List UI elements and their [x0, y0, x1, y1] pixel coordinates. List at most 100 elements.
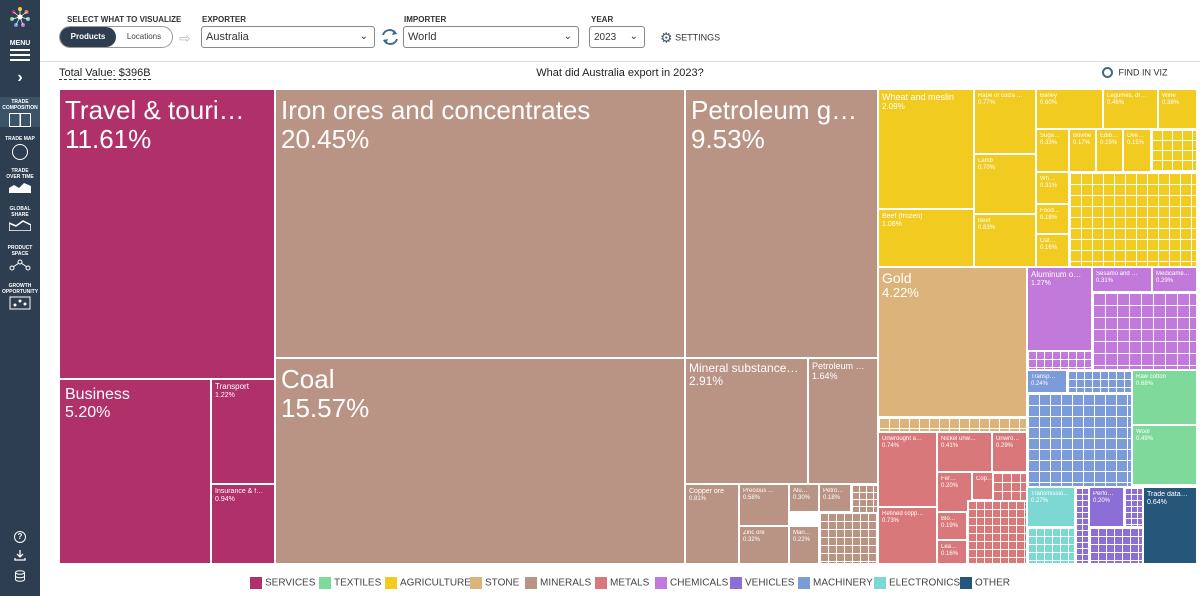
expand-button[interactable]: › [0, 68, 40, 88]
tile-name: Perfo… [1093, 491, 1114, 497]
treemap-tile[interactable]: Petro… 0.18% [819, 484, 851, 512]
treemap-tile[interactable]: Wine 0.38% [1158, 89, 1197, 129]
importer-select[interactable]: World ⌄ [403, 26, 579, 48]
settings-button[interactable]: ⚙ SETTINGS [660, 30, 720, 45]
legend-item[interactable]: SERVICES [250, 577, 315, 591]
treemap-tile[interactable]: Mineral substance… 2.91% [685, 358, 808, 484]
treemap-tile[interactable]: Fer… 0.20% [937, 472, 972, 512]
legend-item[interactable]: MACHINERY [798, 577, 873, 591]
treemap-tile-small[interactable] [1092, 292, 1197, 370]
treemap-tile[interactable]: Wh… 0.31% [1036, 172, 1069, 204]
treemap-tile[interactable]: Lamb 0.70% [974, 154, 1036, 214]
app-logo[interactable] [9, 6, 31, 28]
treemap-tile[interactable]: Zinc ore 0.32% [739, 526, 789, 564]
treemap-tile[interactable]: Medicame… 0.29% [1152, 267, 1197, 292]
treemap-tile[interactable]: Unwrought a… 0.74% [878, 432, 937, 507]
treemap-tile-small[interactable] [1124, 487, 1143, 527]
treemap-tile[interactable]: Iron ores and concentrates 20.45% [275, 89, 685, 358]
swap-button[interactable] [380, 27, 400, 47]
treemap-tile[interactable]: Transp… 0.24% [1027, 370, 1067, 393]
treemap-tile[interactable]: Copper ore 0.81% [685, 484, 739, 564]
treemap-tile[interactable]: Oat… 0.16% [1036, 234, 1069, 267]
find-in-viz-button[interactable]: FIND IN VIZ [1102, 65, 1168, 80]
tile-percent: 5.20% [65, 403, 111, 421]
legend-item[interactable]: TEXTILES [319, 577, 381, 591]
treemap-tile[interactable]: Nickel unw… 0.41% [937, 432, 992, 472]
exporter-select[interactable]: Australia ⌄ [201, 26, 375, 48]
treemap-tile[interactable]: Food… 0.18% [1036, 204, 1069, 234]
treemap-tile-small[interactable] [1067, 370, 1132, 393]
products-toggle[interactable]: Products [60, 27, 116, 47]
treemap-tile[interactable]: Edibl… 0.15% [1096, 129, 1123, 172]
treemap-tile-small[interactable] [1089, 527, 1143, 564]
treemap-tile[interactable]: Precious … 0.58% [739, 484, 789, 526]
legend-item[interactable]: VEHICLES [730, 577, 794, 591]
treemap-tile[interactable]: Business 5.20% [59, 379, 211, 564]
legend-item[interactable]: CHEMICALS [655, 577, 728, 591]
treemap-tile[interactable]: Sesamo and … 0.31% [1092, 267, 1152, 292]
treemap-tile[interactable]: Trade data… 0.64% [1143, 487, 1197, 564]
legend-item[interactable]: STONE [470, 577, 519, 591]
tile-percent: 0.19% [941, 522, 959, 529]
treemap-tile[interactable]: Refined copp… 0.73% [878, 507, 937, 564]
nav-product-space[interactable]: PRODUCT SPACE [0, 245, 40, 273]
treemap-tile[interactable]: Barley 0.60% [1036, 89, 1103, 129]
legend-item[interactable]: ELECTRONICS [874, 577, 960, 591]
treemap-tile[interactable]: Alu… 0.30% [789, 484, 819, 512]
treemap-tile[interactable]: Gold 4.22% [878, 267, 1027, 417]
treemap-tile[interactable]: Ove… 0.15% [1123, 129, 1151, 172]
tile-name: Wh… [1040, 176, 1055, 182]
treemap-tile[interactable]: Lea… 0.16% [937, 540, 967, 564]
legend-item[interactable]: AGRICULTURE [385, 577, 471, 591]
treemap-tile[interactable]: Insurance & f… 0.94% [211, 484, 275, 564]
treemap-tile[interactable]: Suga… 0.33% [1036, 129, 1069, 172]
nav-growth-opportunity[interactable]: GROWTH OPPORTUNITY [0, 283, 40, 311]
treemap-tile[interactable]: Coal 15.57% [275, 358, 685, 564]
nav-trade-map[interactable]: TRADE MAP [0, 136, 40, 160]
treemap-tile[interactable]: Beef (frozen) 1.06% [878, 209, 974, 267]
tile-name: Petro… [823, 488, 844, 494]
treemap: Travel & touri… 11.61% Business 5.20% Transp… [59, 89, 1197, 564]
treemap-tile[interactable]: Wool 0.49% [1132, 425, 1197, 485]
treemap-tile[interactable]: Raw cotton 0.68% [1132, 370, 1197, 425]
legend-item[interactable]: OTHER [960, 577, 1010, 591]
help-button[interactable]: ? [0, 528, 40, 543]
treemap-tile[interactable]: Petroleum g… 9.53% [685, 89, 878, 358]
treemap-tile[interactable]: Legumes, dr… 0.46% [1103, 89, 1158, 129]
tile-percent: 0.29% [996, 442, 1014, 449]
treemap-tile-small[interactable] [1027, 393, 1132, 487]
treemap-tile-small[interactable] [1069, 172, 1197, 267]
treemap-tile-small[interactable] [1075, 487, 1089, 564]
treemap-tile-small[interactable] [819, 512, 878, 564]
data-button[interactable] [0, 570, 40, 584]
treemap-tile-small[interactable] [1027, 350, 1092, 370]
treemap-tile[interactable]: Travel & touri… 11.61% [59, 89, 275, 379]
treemap-tile-small[interactable] [878, 417, 1027, 432]
year-select[interactable]: 2023 ⌄ [589, 26, 645, 48]
treemap-tile[interactable]: Bovine 0.17% [1069, 129, 1096, 172]
treemap-tile-small[interactable] [967, 500, 1027, 564]
tile-percent: 20.45% [281, 123, 370, 154]
nav-global-share[interactable]: GLOBAL SHARE [0, 206, 40, 232]
tile-name: Precious … [743, 488, 775, 494]
nav-trade-composition[interactable]: TRADE COMPOSITION [0, 97, 40, 127]
treemap-tile[interactable]: Wheat and meslin 2.09% [878, 89, 974, 209]
download-button[interactable] [0, 549, 40, 563]
locations-toggle[interactable]: Locations [126, 32, 162, 41]
legend-item[interactable]: MINERALS [525, 577, 591, 591]
nav-trade-over-time[interactable]: TRADE OVER TIME [0, 168, 40, 194]
treemap-tile[interactable]: Petroleum … 1.64% [808, 358, 878, 484]
menu-button[interactable]: MENU [0, 40, 40, 63]
treemap-tile[interactable]: Transport 1.22% [211, 379, 275, 484]
legend-item[interactable]: METALS [595, 577, 649, 591]
treemap-tile[interactable]: Man… 0.22% [789, 526, 819, 564]
treemap-tile[interactable]: Perfo… 0.20% [1089, 487, 1124, 527]
treemap-tile[interactable]: Beef 0.83% [974, 214, 1036, 267]
treemap-tile[interactable]: Rape or colza … 0.77% [974, 89, 1036, 154]
treemap-tile-small[interactable] [1027, 527, 1075, 564]
treemap-tile-small[interactable] [1151, 129, 1197, 172]
treemap-tile[interactable]: Unwro… 0.29% [992, 432, 1027, 472]
treemap-tile[interactable]: Transmissio… 0.27% [1027, 487, 1075, 527]
treemap-tile[interactable]: Blo… 0.19% [937, 512, 967, 540]
tile-percent: 0.83% [978, 224, 996, 231]
